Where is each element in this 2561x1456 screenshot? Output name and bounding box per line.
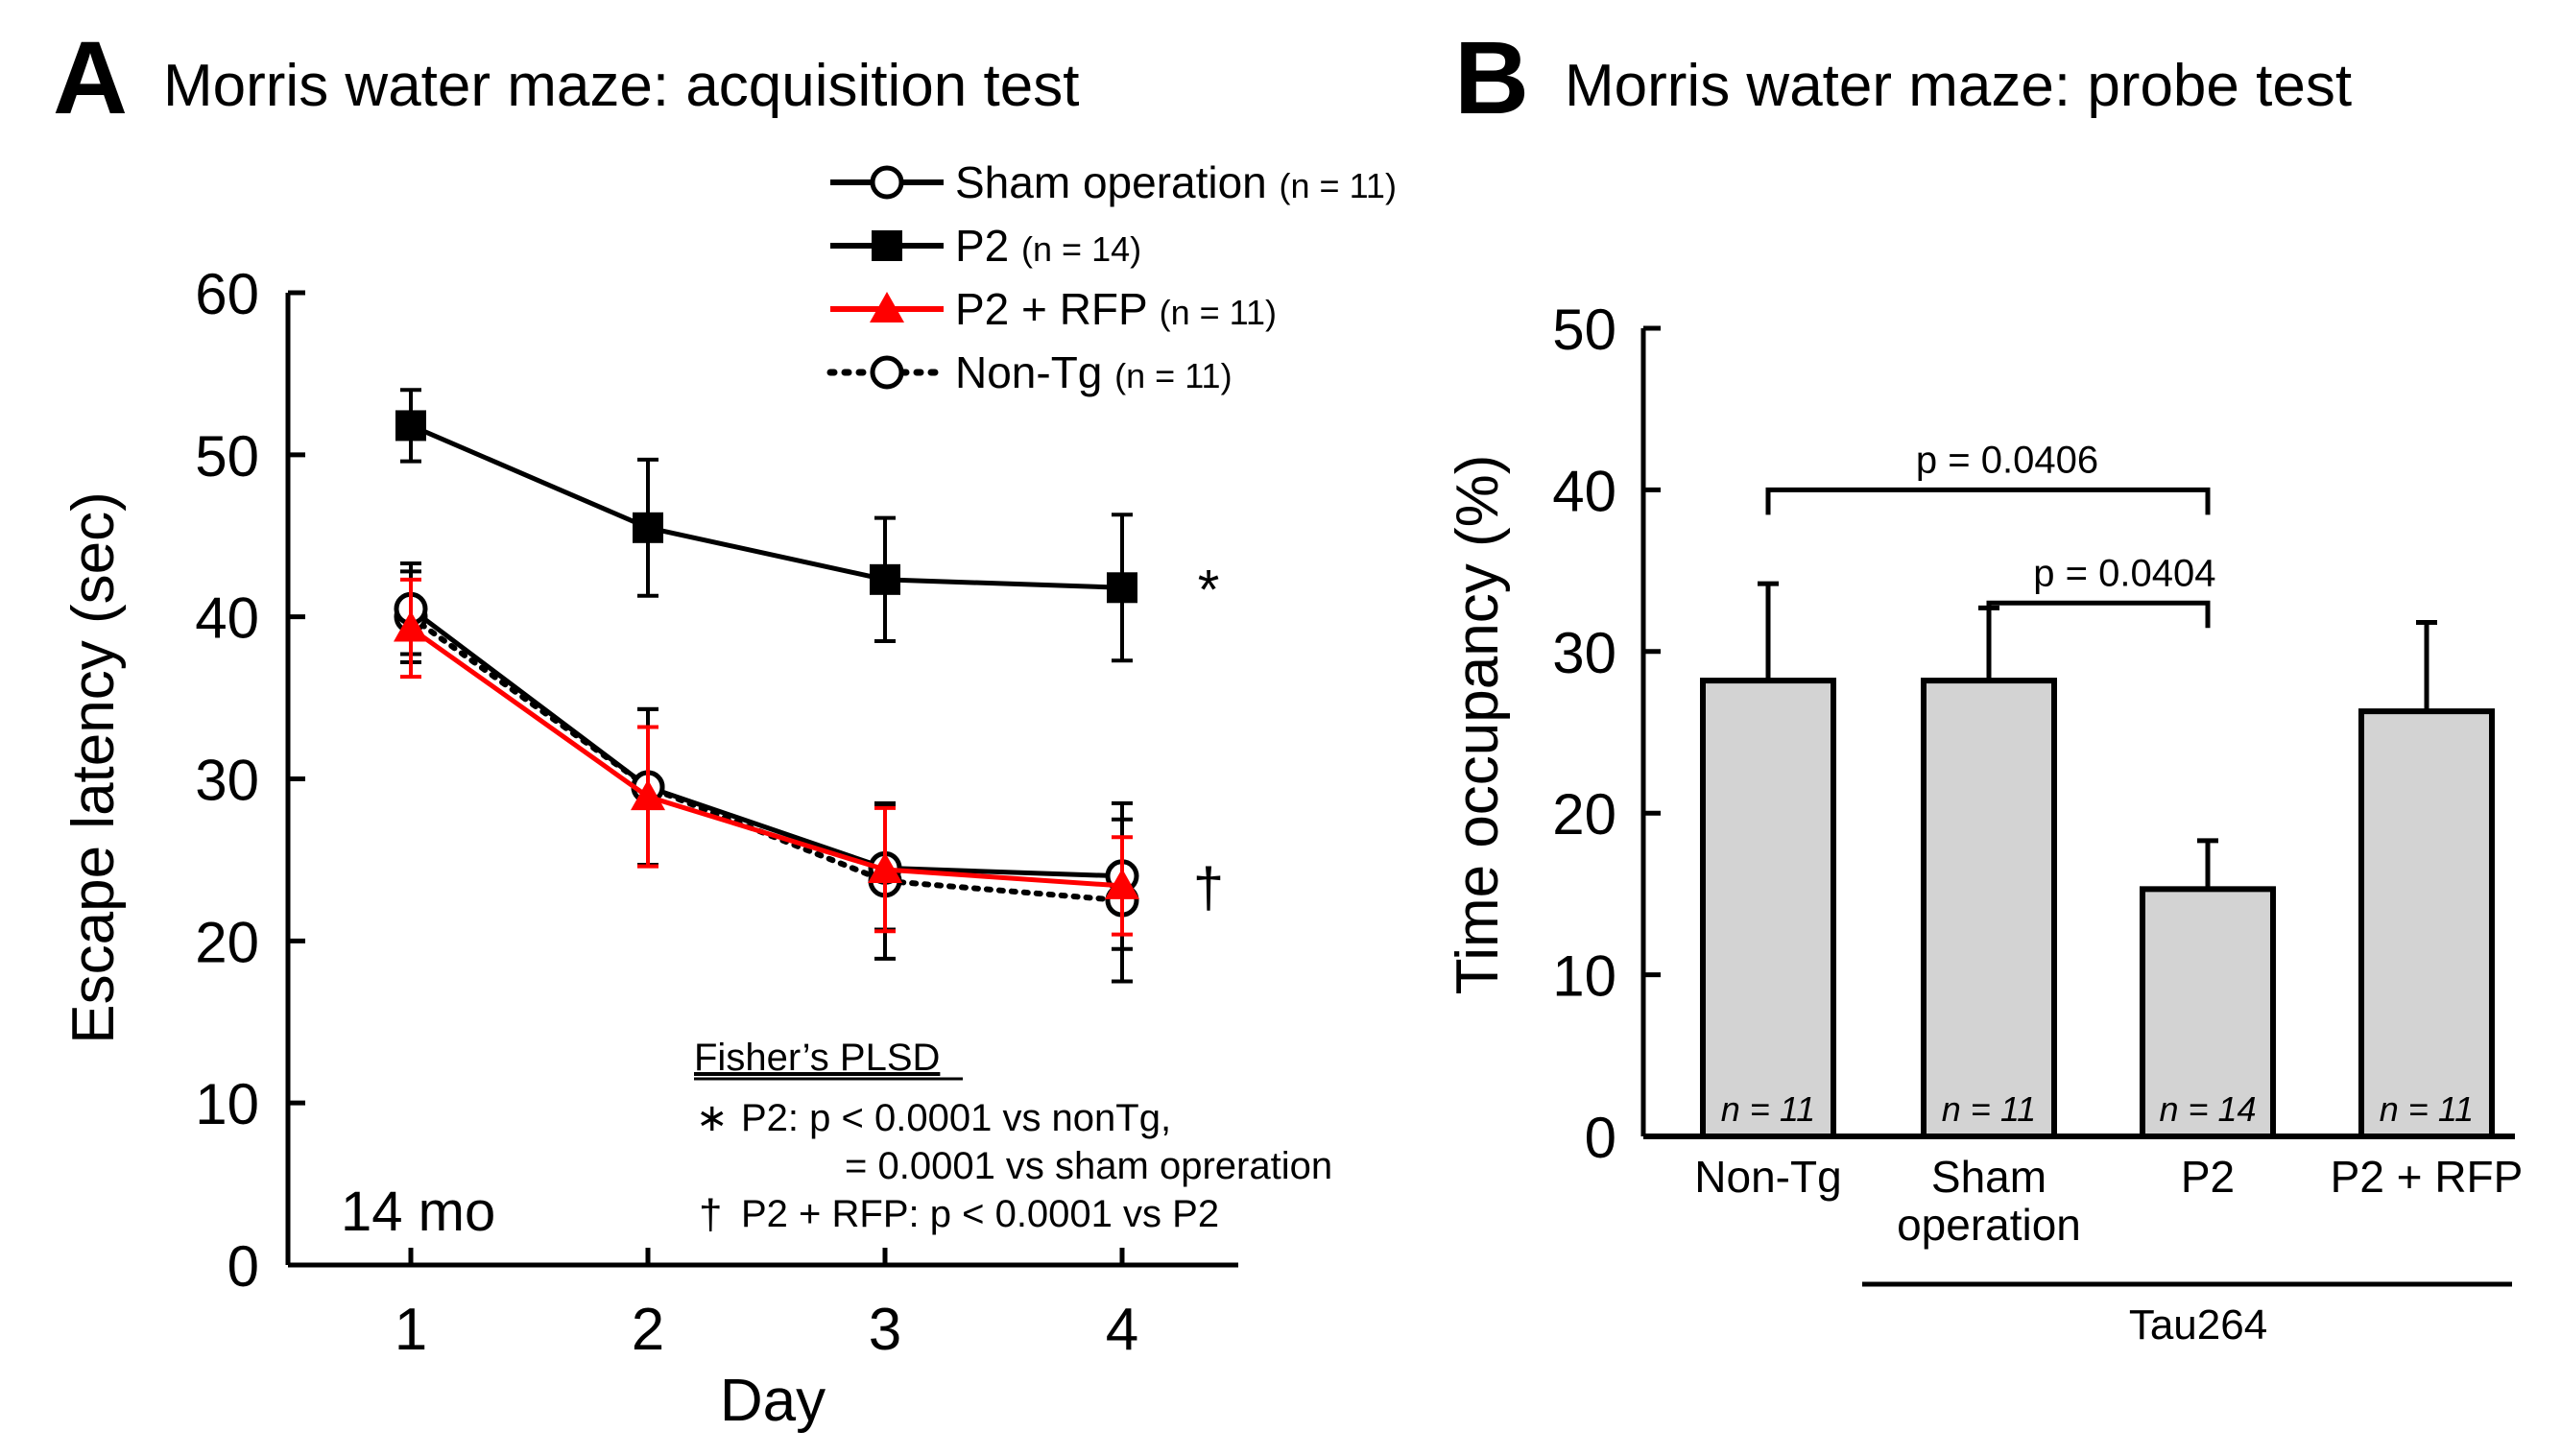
legend-series-name: P2 + RFP: [955, 284, 1160, 334]
data-point: [868, 852, 902, 884]
legend-n: (n = 14): [1021, 229, 1141, 269]
comparison-bracket: p = 0.0406: [1765, 439, 2211, 515]
bar-n-label: n = 11: [2380, 1089, 2474, 1129]
legend-marker: [872, 230, 902, 261]
bar-n-label: n = 11: [1721, 1089, 1815, 1129]
stats-line1-text: P2: p < 0.0001 vs nonTg,: [741, 1097, 1171, 1139]
legend-n: (n = 11): [1280, 166, 1397, 205]
legend-label: P2 + RFP (n = 11): [955, 284, 1277, 334]
legend-label: Non-Tg (n = 11): [955, 347, 1233, 397]
x-tick-label: 1: [395, 1297, 427, 1363]
significance-mark: †: [1193, 857, 1224, 919]
panel-b-ylabel: Time occupancy (%): [1445, 455, 1511, 995]
y-tick-label: 40: [195, 586, 259, 651]
panel-b-letter: B: [1454, 19, 1529, 135]
panel-b-title: Morris water maze: probe test: [1565, 53, 2352, 119]
panel-b-plot: 0 10 20 30 40 50 n = 11 Non-Tg n = 11 Shamoperati…: [1552, 298, 2523, 1250]
y-tick-label: 50: [1552, 298, 1616, 362]
stats-line1: P2: p < 0.0001 vs nonTg,: [741, 1097, 1171, 1139]
bar: [1700, 678, 1836, 1139]
series-non-tg: [394, 569, 1139, 984]
y-tick-label: 20: [1552, 782, 1616, 847]
legend-item: P2 (n = 14): [830, 221, 1141, 271]
x-tick-label: 3: [869, 1297, 901, 1363]
category-label: Non-Tg: [1694, 1152, 1841, 1202]
series-line: [410, 423, 1123, 590]
y-tick-label: 40: [1552, 459, 1616, 523]
bar-group-p2-rfp: n = 11 P2 + RFP: [2331, 619, 2524, 1202]
significance-mark: *: [1198, 559, 1220, 621]
legend-series-name: P2: [955, 221, 1021, 271]
y-tick-label: 0: [227, 1234, 259, 1299]
legend-label: P2 (n = 14): [955, 221, 1141, 271]
category-label: P2 + RFP: [2331, 1152, 2524, 1202]
bar-group-p2: n = 14 P2: [2140, 838, 2276, 1202]
y-tick-label: 30: [1552, 621, 1616, 685]
legend-n: (n = 11): [1114, 356, 1232, 395]
comparison-bracket: p = 0.0404: [1986, 552, 2215, 629]
bracket-line: [1986, 600, 2211, 629]
legend-item: Non-Tg (n = 11): [826, 347, 1233, 397]
data-point: [394, 610, 428, 642]
panel-a-plot: 0 10 20 30 40 50 60 1 2 3 4 * †: [195, 262, 1238, 1363]
stats-line1-symbol: ∗: [696, 1097, 729, 1139]
bracket-line: [1765, 487, 2211, 515]
stats-line2: = 0.0001 vs sham opreration: [845, 1145, 1332, 1187]
legend-marker: [870, 355, 904, 390]
panel-a-xlabel: Day: [720, 1368, 826, 1434]
series-line: [409, 626, 1123, 889]
panel-a-legend: Sham operation (n = 11) P2 (n = 14) P2 + R…: [826, 157, 1397, 397]
data-point: [395, 410, 426, 442]
legend-marker: [870, 165, 904, 200]
legend-series-name: Sham operation: [955, 157, 1280, 207]
legend-item: P2 + RFP (n = 11): [830, 284, 1277, 334]
data-point: [1107, 572, 1137, 604]
x-tick-label: 2: [632, 1297, 664, 1363]
group-label: Tau264: [2129, 1301, 2267, 1349]
stats-line3-symbol: †: [699, 1191, 722, 1238]
p-value-label: p = 0.0406: [1916, 439, 2098, 481]
panel-a-title: Morris water maze: acquisition test: [163, 53, 1079, 119]
data-point: [1105, 868, 1139, 899]
y-tick-label: 10: [195, 1072, 259, 1136]
bar: [2140, 886, 2276, 1140]
p-value-label: p = 0.0404: [2033, 552, 2215, 594]
y-tick-label: 30: [195, 749, 259, 813]
y-tick-label: 20: [195, 910, 259, 974]
bar-n-label: n = 14: [2159, 1089, 2256, 1129]
data-point: [633, 512, 663, 543]
series-line: [408, 613, 1125, 904]
panel-a-age-label: 14 mo: [341, 1181, 495, 1243]
series-line: [409, 607, 1123, 879]
legend-series-name: Non-Tg: [955, 347, 1114, 397]
category-label: Sham: [1931, 1152, 2046, 1202]
series-p2: [395, 388, 1137, 663]
legend-marker: [870, 292, 904, 322]
legend-item: Sham operation (n = 11): [830, 157, 1397, 207]
bar-group-non-tg: n = 11 Non-Tg: [1694, 581, 1842, 1202]
series-sham-operation: [394, 561, 1139, 951]
panel-a-ylabel: Escape latency (sec): [60, 491, 127, 1043]
y-tick-label: 10: [1552, 944, 1616, 1009]
stats-header: Fisher’s PLSD: [694, 1037, 940, 1079]
legend-n: (n = 11): [1160, 293, 1277, 332]
legend-label: Sham operation (n = 11): [955, 157, 1397, 207]
bar: [1921, 678, 2057, 1139]
category-label: P2: [2181, 1152, 2235, 1202]
y-tick-label: 0: [1585, 1106, 1616, 1170]
y-tick-label: 60: [195, 262, 259, 326]
data-point: [631, 779, 665, 811]
y-tick-label: 50: [195, 424, 259, 489]
panel-a-letter: A: [53, 19, 128, 135]
bar: [2358, 708, 2495, 1139]
stats-line3: P2 + RFP: p < 0.0001 vs P2: [741, 1193, 1219, 1235]
bar-n-label: n = 11: [1942, 1089, 2036, 1129]
series-p2-rfp: [394, 577, 1139, 937]
data-point: [870, 563, 900, 595]
x-tick-label: 4: [1106, 1297, 1138, 1363]
category-label: operation: [1897, 1200, 2081, 1250]
